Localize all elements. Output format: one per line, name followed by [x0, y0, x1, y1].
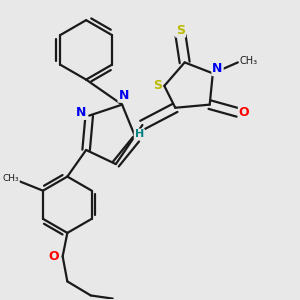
- Text: N: N: [212, 62, 223, 75]
- Text: CH₃: CH₃: [2, 174, 19, 183]
- Text: N: N: [76, 106, 87, 119]
- Text: N: N: [118, 89, 129, 102]
- Text: O: O: [49, 250, 59, 263]
- Text: CH₃: CH₃: [240, 56, 258, 66]
- Text: H: H: [135, 129, 144, 140]
- Text: S: S: [153, 80, 162, 92]
- Text: S: S: [176, 24, 185, 37]
- Text: O: O: [239, 106, 249, 119]
